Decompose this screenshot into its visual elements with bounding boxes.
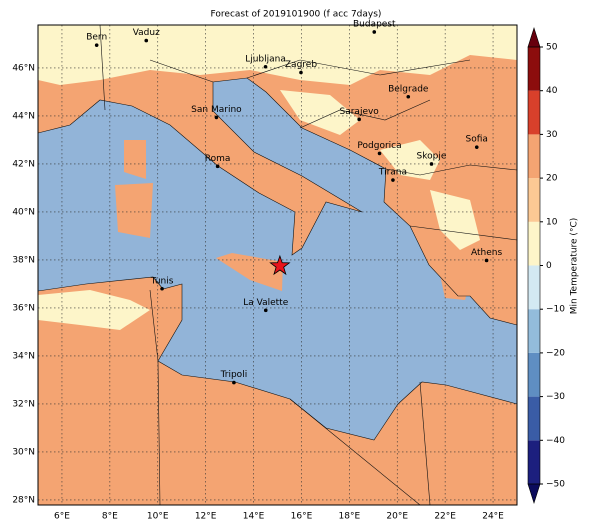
border xyxy=(409,225,517,241)
city-dot xyxy=(372,30,377,34)
border xyxy=(246,59,471,79)
y-tick-label: 32°N xyxy=(12,399,35,409)
city-dot xyxy=(429,162,434,166)
corsica xyxy=(124,140,146,179)
x-tick-label: 18°E xyxy=(339,512,361,522)
city-label: Bern xyxy=(86,33,107,43)
city-label: Tripoli xyxy=(220,370,248,380)
city-label: Skopje xyxy=(417,151,447,161)
border xyxy=(299,99,431,129)
colorbar-tick-label: 50 xyxy=(546,43,558,53)
colorbar-over xyxy=(527,27,541,48)
border xyxy=(419,381,431,505)
city-dot xyxy=(406,94,411,99)
city-label: La Valette xyxy=(243,298,288,308)
colorbar-band xyxy=(528,440,540,484)
x-tick-label: 12°E xyxy=(195,512,217,522)
cold-land xyxy=(380,140,440,180)
city-label: Belgrade xyxy=(388,84,429,94)
y-tick-label: 28°N xyxy=(12,495,35,505)
city-dot xyxy=(94,43,99,47)
event-marker xyxy=(269,254,291,276)
map-frame xyxy=(37,24,518,506)
colorbar-tick-label: 40 xyxy=(546,86,558,96)
y-tick-label: 38°N xyxy=(12,255,35,265)
x-tick-label: 22°E xyxy=(434,512,456,522)
city-dot xyxy=(484,258,489,263)
sicily xyxy=(216,253,283,291)
cold-land xyxy=(430,190,480,250)
border xyxy=(99,25,106,111)
y-tick-label: 30°N xyxy=(12,447,35,457)
city-dot xyxy=(474,145,479,149)
colorbar-tick-label: 20 xyxy=(546,174,558,184)
city-dot xyxy=(263,64,268,69)
y-tick-label: 34°N xyxy=(12,351,35,361)
colorbar-under xyxy=(527,483,541,504)
colorbar-band xyxy=(528,221,540,266)
x-tick-label: 16°E xyxy=(291,512,313,522)
city-label: Ljubljana xyxy=(245,54,286,64)
city-label: Tunis xyxy=(150,276,174,286)
colorbar-band xyxy=(528,47,540,91)
cold-land xyxy=(38,290,150,330)
colorbar-band xyxy=(528,178,540,222)
city-dot xyxy=(391,178,395,182)
city-label: Roma xyxy=(205,154,231,164)
colorbar-tick-label: −40 xyxy=(546,436,565,446)
x-tick-label: 10°E xyxy=(147,512,169,522)
title: Forecast of 2019101900 (f acc 7days) xyxy=(211,10,382,20)
cold-land xyxy=(280,90,360,135)
y-tick-label: 36°N xyxy=(12,303,35,313)
city-label: Podgorica xyxy=(357,141,401,151)
city-dot xyxy=(144,38,149,43)
city-label: Athens xyxy=(471,248,502,258)
colorbar-tick-label: 30 xyxy=(546,130,558,140)
city-dot xyxy=(160,286,164,291)
x-tick-label: 20°E xyxy=(386,512,408,522)
colorbar-tick-label: −20 xyxy=(546,348,565,358)
colorbar-tick-label: 0 xyxy=(546,261,552,271)
city-dot xyxy=(299,70,303,75)
sardinia xyxy=(115,183,153,238)
colorbar-tick-label: −30 xyxy=(546,392,565,402)
colorbar-tick-label: −10 xyxy=(546,305,565,315)
city-label: Sofia xyxy=(466,135,488,145)
city-label: Budapest xyxy=(353,19,396,29)
x-tick-label: 14°E xyxy=(243,512,265,522)
colorbar-band xyxy=(528,134,540,179)
colorbar-band xyxy=(528,309,540,353)
peloponnese xyxy=(440,275,470,300)
x-tick-label: 6°E xyxy=(54,512,70,522)
colorbar-tick-label: 10 xyxy=(546,217,558,227)
city-label: Vaduz xyxy=(133,28,160,38)
city-dot xyxy=(214,115,219,120)
city-label: Tirana xyxy=(378,168,407,178)
city-label: Zagreb xyxy=(285,60,317,70)
y-tick-label: 40°N xyxy=(12,207,35,217)
y-tick-label: 42°N xyxy=(12,159,35,169)
colorbar-label: Min Temperature (°C) xyxy=(570,218,580,315)
city-label: San Marino xyxy=(191,105,242,115)
border xyxy=(149,59,214,83)
colorbar-band xyxy=(528,265,540,310)
city-label: Sarajevo xyxy=(340,107,380,117)
y-tick-label: 46°N xyxy=(12,63,35,73)
map-area xyxy=(38,25,517,505)
colorbar-tick-label: −50 xyxy=(546,480,565,490)
x-tick-label: 24°E xyxy=(482,512,504,522)
colorbar-band xyxy=(528,352,540,397)
city-dot xyxy=(357,117,361,122)
city-dot xyxy=(215,164,220,169)
x-tick-label: 8°E xyxy=(102,512,118,522)
y-tick-label: 44°N xyxy=(12,111,35,121)
city-dot xyxy=(377,151,382,156)
colorbar-band xyxy=(528,90,540,135)
city-dot xyxy=(232,380,236,385)
colorbar-band xyxy=(528,396,540,441)
city-dot xyxy=(263,308,268,313)
